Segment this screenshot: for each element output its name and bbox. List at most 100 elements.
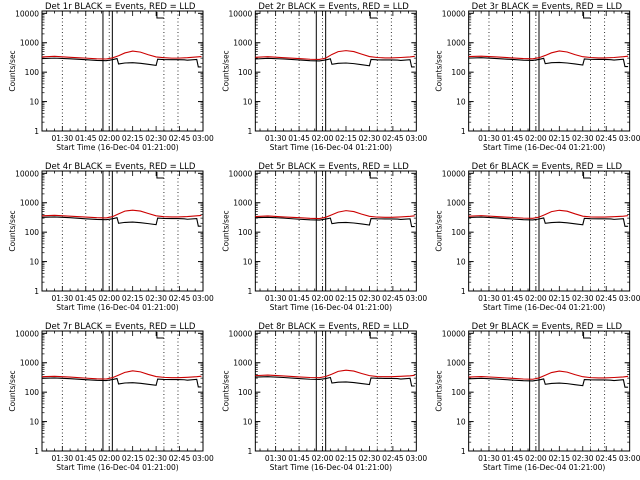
x-axis-label: Start Time (16-Dec-04 01:21:00)	[56, 143, 178, 152]
events-series-line	[468, 57, 629, 68]
x-tick-label: 02:00	[525, 294, 547, 303]
plot-frame	[468, 330, 631, 452]
plot-frame	[41, 170, 204, 292]
y-tick-label: 10	[29, 418, 39, 427]
y-tick-label: 1	[461, 287, 466, 296]
y-tick-label: 100	[238, 228, 253, 237]
x-tick-label: 02:45	[382, 294, 404, 303]
x-tick-label: 02:15	[549, 134, 571, 143]
detector-panel: Det 3r BLACK = Events, RED = LLD 1 10 100 10…	[435, 2, 640, 152]
x-tick-label: 02:45	[595, 294, 617, 303]
detector-panel: Det 9r BLACK = Events, RED = LLD 1 10 100 10…	[435, 322, 640, 472]
y-tick-label: 1000	[20, 199, 39, 208]
y-axis-label: Counts/sec	[221, 370, 230, 411]
detector-panel: Det 7r BLACK = Events, RED = LLD 1 10 100 10…	[8, 322, 214, 472]
events-series-line	[255, 376, 415, 387]
lld-series-line	[41, 50, 202, 60]
y-tick-label: 100	[451, 68, 466, 77]
y-axis-label: Counts/sec	[221, 210, 230, 251]
y-tick-label: 1000	[447, 39, 466, 48]
x-tick-label: 01:45	[288, 294, 310, 303]
y-tick-label: 10000	[15, 329, 39, 338]
bracket-marker	[369, 172, 378, 179]
x-tick-label: 02:15	[122, 294, 144, 303]
y-tick-label: 1000	[447, 359, 466, 368]
plot-frame	[254, 10, 417, 132]
y-axis-label: Counts/sec	[435, 370, 444, 411]
y-tick-label: 1	[34, 447, 39, 456]
x-axis-label: Start Time (16-Dec-04 01:21:00)	[270, 463, 392, 472]
detector-panel: Det 8r BLACK = Events, RED = LLD 1 10 100 10…	[221, 322, 427, 472]
plot-frame	[468, 170, 631, 292]
x-tick-label: 01:45	[288, 134, 310, 143]
events-series-line	[468, 377, 629, 388]
x-tick-label: 03:00	[406, 454, 428, 463]
lld-series-line	[41, 209, 202, 219]
x-tick-label: 01:45	[75, 294, 97, 303]
y-tick-label: 1000	[20, 359, 39, 368]
x-tick-label: 03:00	[192, 294, 214, 303]
y-tick-label: 10	[456, 98, 466, 107]
y-tick-label: 1000	[233, 199, 252, 208]
x-tick-label: 01:30	[52, 134, 74, 143]
x-axis-label: Start Time (16-Dec-04 01:21:00)	[483, 303, 605, 312]
x-tick-label: 02:00	[525, 454, 547, 463]
y-axis-label: Counts/sec	[435, 210, 444, 251]
x-tick-label: 02:30	[572, 294, 594, 303]
x-tick-label: 03:00	[406, 134, 428, 143]
x-tick-label: 02:15	[122, 454, 144, 463]
y-axis-label: Counts/sec	[8, 210, 17, 251]
x-tick-label: 01:30	[478, 134, 500, 143]
x-tick-label: 01:45	[75, 454, 97, 463]
y-axis-label: Counts/sec	[8, 370, 17, 411]
x-axis-label: Start Time (16-Dec-04 01:21:00)	[483, 463, 605, 472]
x-tick-label: 02:30	[145, 294, 167, 303]
x-tick-label: 01:30	[265, 294, 287, 303]
y-tick-label: 1	[461, 127, 466, 136]
y-axis-label: Counts/sec	[221, 50, 230, 91]
plot-frame	[254, 170, 417, 292]
plot-frame	[41, 330, 204, 452]
y-tick-label: 100	[25, 388, 40, 397]
x-tick-label: 02:00	[98, 294, 120, 303]
events-series-line	[41, 377, 202, 388]
y-tick-label: 10	[243, 98, 253, 107]
x-tick-label: 01:30	[265, 134, 287, 143]
x-tick-label: 02:30	[145, 134, 167, 143]
lld-series-line	[468, 50, 629, 60]
x-tick-label: 02:15	[549, 454, 571, 463]
y-tick-label: 10000	[15, 169, 39, 178]
x-tick-label: 02:00	[98, 134, 120, 143]
bracket-marker	[583, 332, 591, 339]
plot-frame	[468, 10, 631, 132]
panel-title: Det 6r BLACK = Events, RED = LLD	[472, 162, 623, 172]
x-axis-label: Start Time (16-Dec-04 01:21:00)	[270, 143, 392, 152]
y-tick-label: 1	[248, 447, 253, 456]
x-tick-label: 02:00	[312, 294, 334, 303]
plot-frame	[254, 330, 417, 452]
x-tick-label: 02:30	[359, 134, 381, 143]
detector-panel: Det 5r BLACK = Events, RED = LLD 1 10 100 10…	[221, 162, 427, 312]
panel-title: Det 4r BLACK = Events, RED = LLD	[45, 162, 196, 172]
y-tick-label: 100	[25, 228, 40, 237]
x-tick-label: 02:00	[525, 134, 547, 143]
lld-series-line	[468, 209, 629, 219]
y-tick-label: 1000	[233, 39, 252, 48]
lld-series-line	[41, 370, 202, 380]
x-tick-label: 03:00	[192, 454, 214, 463]
y-axis-label: Counts/sec	[435, 50, 444, 91]
x-tick-label: 02:45	[382, 134, 404, 143]
x-tick-label: 02:45	[169, 294, 191, 303]
panel-title: Det 5r BLACK = Events, RED = LLD	[258, 162, 409, 172]
x-tick-label: 03:00	[192, 134, 214, 143]
lld-series-line	[468, 370, 629, 380]
detector-panel: Det 2r BLACK = Events, RED = LLD 1 10 100 10…	[221, 2, 427, 152]
x-tick-label: 02:00	[312, 454, 334, 463]
x-tick-label: 02:15	[335, 454, 357, 463]
x-tick-label: 02:15	[549, 294, 571, 303]
events-series-line	[255, 57, 415, 68]
x-tick-label: 01:45	[502, 454, 524, 463]
bracket-marker	[156, 12, 164, 19]
y-tick-label: 10	[243, 258, 253, 267]
